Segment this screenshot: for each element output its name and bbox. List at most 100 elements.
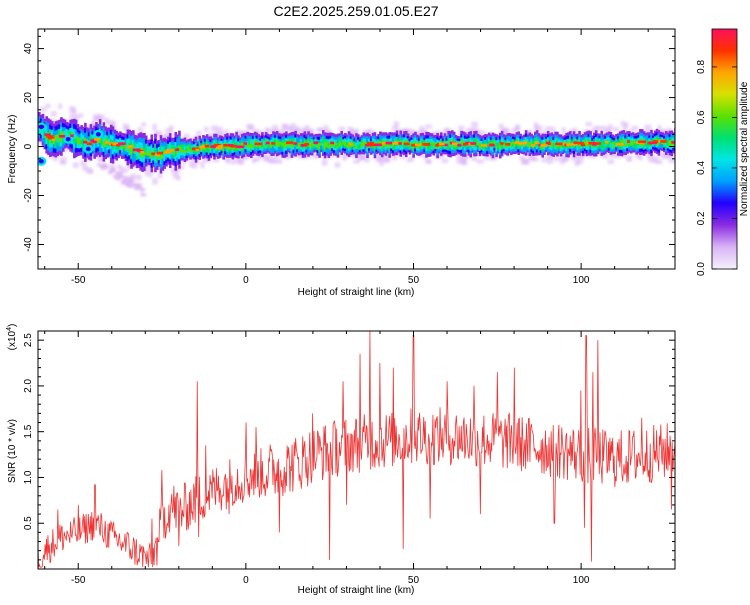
peak-cell xyxy=(571,142,578,146)
band-cell xyxy=(113,136,117,141)
band-cell xyxy=(486,153,489,157)
band-cell xyxy=(76,139,80,145)
band-cell xyxy=(414,148,417,152)
band-cell xyxy=(294,146,297,151)
band-cell xyxy=(73,133,76,139)
band-cell xyxy=(340,139,344,144)
band-cell xyxy=(548,133,552,137)
band-cell xyxy=(226,151,229,155)
band-cell xyxy=(369,135,373,139)
blob-core xyxy=(85,146,91,152)
band-cell xyxy=(137,137,141,143)
band-cell xyxy=(146,140,150,144)
band-cell xyxy=(425,154,428,158)
band-cell xyxy=(331,150,334,154)
band-cell xyxy=(404,143,408,148)
band-cell xyxy=(176,161,179,166)
halo-cell xyxy=(299,129,306,136)
band-cell xyxy=(274,148,277,152)
band-cell xyxy=(47,150,50,155)
band-cell xyxy=(229,148,233,152)
band-cell xyxy=(355,154,358,159)
band-cell xyxy=(445,151,449,155)
colorbar-band xyxy=(712,141,737,144)
band-cell xyxy=(172,144,176,149)
band-cell xyxy=(561,138,565,141)
band-cell xyxy=(50,129,54,135)
band-cell xyxy=(213,133,216,138)
band-cell xyxy=(248,150,251,154)
band-cell xyxy=(650,129,653,134)
band-cell xyxy=(45,139,48,145)
band-cell xyxy=(646,139,650,143)
band-cell xyxy=(362,148,366,152)
colorbar-tick-label: 0.6 xyxy=(696,110,707,124)
band-cell xyxy=(591,152,594,156)
band-cell xyxy=(351,139,355,143)
colorbar-band xyxy=(712,119,737,122)
band-cell xyxy=(353,151,356,155)
band-cell xyxy=(47,145,50,151)
band-cell xyxy=(379,149,382,153)
band-cell xyxy=(616,144,620,148)
band-cell xyxy=(546,130,550,135)
band-cell xyxy=(598,140,602,143)
band-cell xyxy=(167,140,170,144)
band-cell xyxy=(441,138,445,141)
band-cell xyxy=(128,150,131,156)
band-cell xyxy=(205,140,209,144)
band-cell xyxy=(515,147,519,151)
peak-cell xyxy=(424,143,430,146)
peak-cell xyxy=(70,134,74,138)
band-cell xyxy=(196,143,200,147)
halo-cell xyxy=(666,127,672,132)
band-cell xyxy=(475,134,478,138)
band-cell xyxy=(403,148,406,153)
band-cell xyxy=(253,131,257,135)
band-cell xyxy=(550,143,554,148)
band-cell xyxy=(351,149,355,152)
colorbar-band xyxy=(712,31,737,34)
band-cell xyxy=(281,145,285,149)
halo-cell xyxy=(290,123,296,130)
band-cell xyxy=(283,148,286,152)
band-cell xyxy=(626,145,629,149)
band-cell xyxy=(508,132,511,136)
band-cell xyxy=(283,138,286,143)
band-cell xyxy=(183,155,187,160)
band-cell xyxy=(108,131,111,136)
band-cell xyxy=(63,130,67,135)
band-cell xyxy=(615,146,618,150)
band-cell xyxy=(430,148,434,152)
band-cell xyxy=(347,150,351,154)
band-cell xyxy=(504,137,508,141)
band-cell xyxy=(637,142,640,146)
band-cell xyxy=(253,150,257,154)
band-cell xyxy=(530,146,533,150)
band-cell xyxy=(334,152,338,156)
band-cell xyxy=(43,118,47,123)
blob-core xyxy=(38,159,44,164)
halo-cell xyxy=(351,151,356,158)
band-cell xyxy=(639,148,642,152)
band-cell xyxy=(104,134,107,139)
band-cell xyxy=(480,149,484,153)
peak-cell xyxy=(204,144,210,148)
band-cell xyxy=(397,136,401,140)
band-cell xyxy=(240,142,244,147)
band-cell xyxy=(663,137,666,141)
band-cell xyxy=(344,145,347,149)
band-cell xyxy=(618,137,622,141)
band-cell xyxy=(521,151,524,154)
band-cell xyxy=(497,144,500,147)
band-cell xyxy=(194,139,198,144)
band-cell xyxy=(333,133,336,137)
band-cell xyxy=(157,143,161,147)
band-cell xyxy=(552,136,556,141)
band-cell xyxy=(471,136,474,140)
band-cell xyxy=(628,146,631,150)
peak-cell xyxy=(403,142,410,146)
band-cell xyxy=(82,142,85,147)
colorbar-ticks: 0.00.20.40.60.8 xyxy=(696,60,737,276)
band-cell xyxy=(117,138,120,143)
